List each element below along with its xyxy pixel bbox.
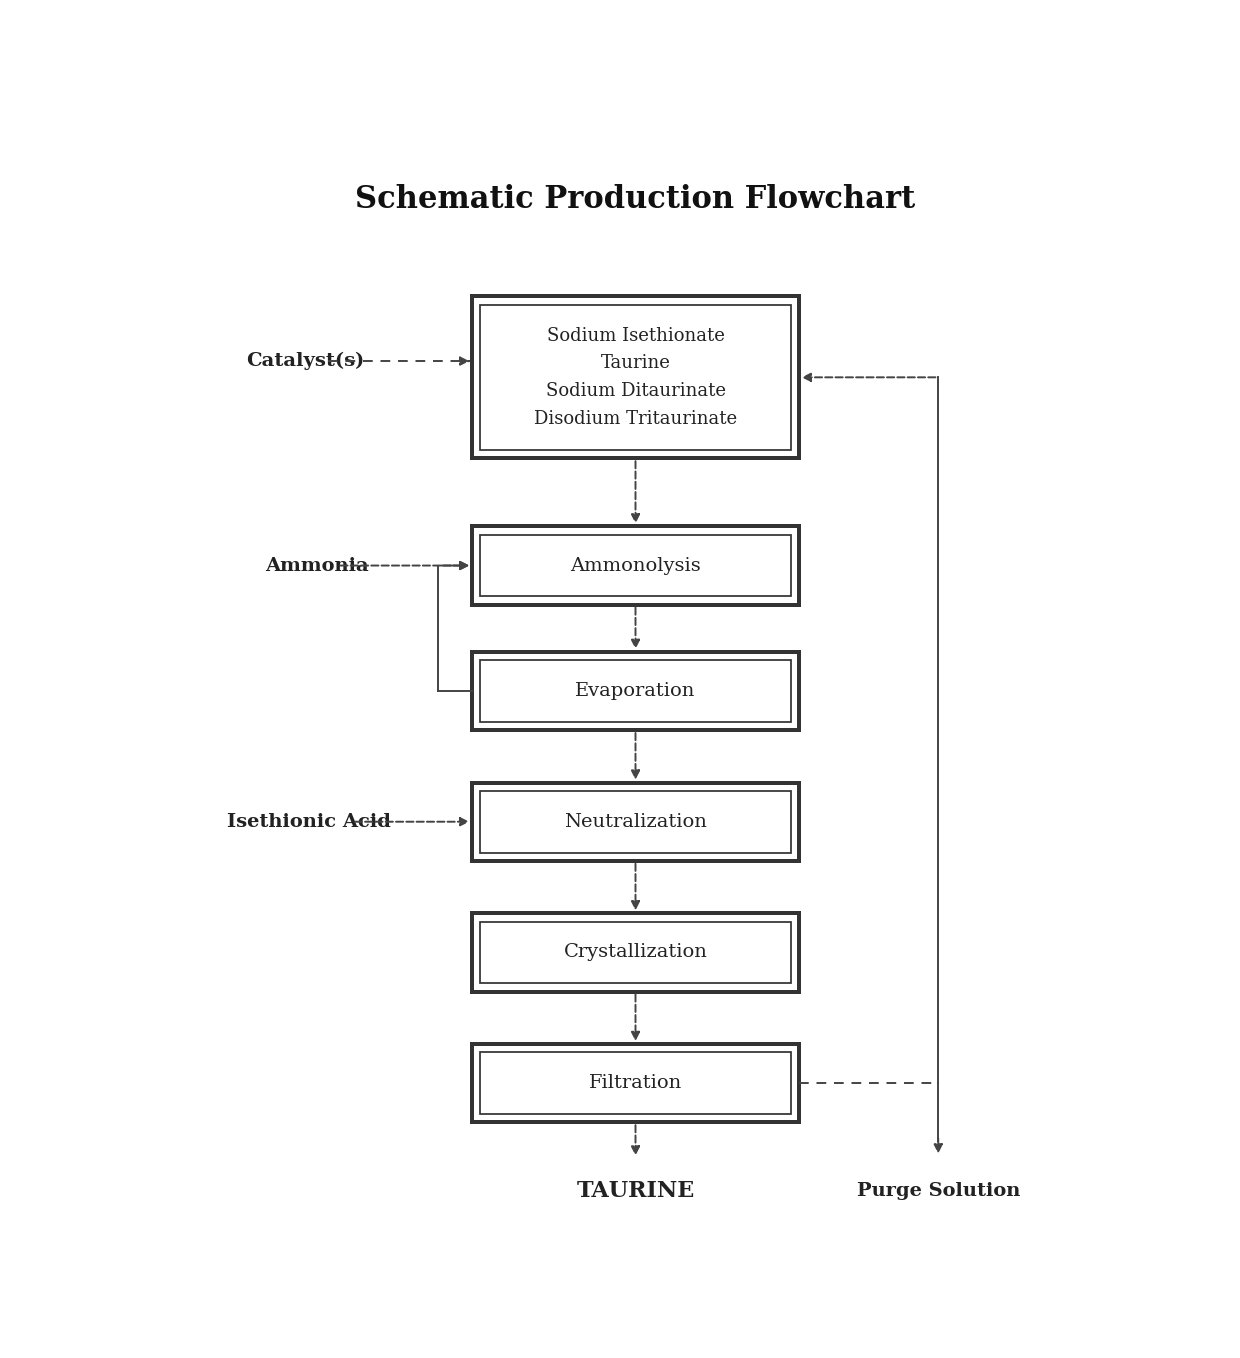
Bar: [480, 1052, 791, 1114]
Bar: [472, 913, 799, 991]
Text: Isethionic Acid: Isethionic Acid: [227, 812, 391, 831]
Bar: [480, 304, 791, 449]
Bar: [472, 652, 799, 731]
Text: Ammonia: Ammonia: [265, 557, 370, 574]
Text: Schematic Production Flowchart: Schematic Production Flowchart: [356, 185, 915, 215]
Text: Neutralization: Neutralization: [564, 812, 707, 831]
Text: Purge Solution: Purge Solution: [857, 1183, 1021, 1200]
Bar: [480, 922, 791, 983]
Text: Crystallization: Crystallization: [563, 944, 708, 961]
Bar: [480, 790, 791, 853]
Text: Catalyst(s): Catalyst(s): [247, 352, 365, 371]
Bar: [472, 527, 799, 604]
Text: Filtration: Filtration: [589, 1074, 682, 1092]
Bar: [480, 660, 791, 722]
Text: Sodium Isethionate
Taurine
Sodium Ditaurinate
Disodium Tritaurinate: Sodium Isethionate Taurine Sodium Ditaur…: [534, 327, 737, 428]
Text: TAURINE: TAURINE: [577, 1180, 694, 1202]
Bar: [480, 535, 791, 596]
Bar: [472, 782, 799, 861]
Bar: [472, 1044, 799, 1122]
Text: Ammonolysis: Ammonolysis: [570, 557, 701, 574]
Bar: [472, 296, 799, 459]
Text: Evaporation: Evaporation: [575, 682, 696, 699]
